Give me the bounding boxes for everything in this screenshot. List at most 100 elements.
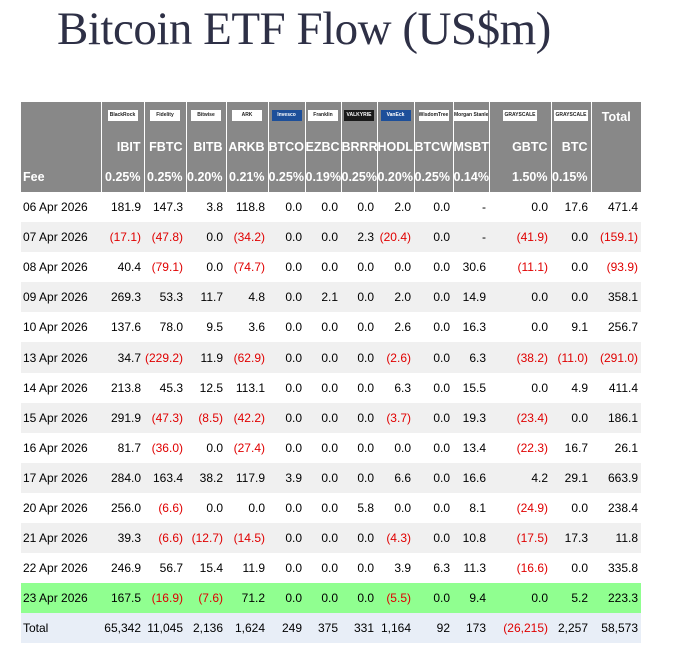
flow-cell: 0.0 [414,222,453,253]
flow-cell: 0.0 [305,492,341,524]
flow-cell: 471.4 [591,192,641,223]
flow-cell: 0.0 [341,523,377,554]
issuer-logo-hodl: VanEck [377,102,415,132]
flow-cell: 0.0 [226,492,268,524]
flow-cell: 15.5 [453,372,489,403]
total-cell: 65,342 [101,613,144,644]
flow-rows: 06 Apr 2026 181.9 147.3 3.8 118.8 0.0 0.0 0.0 2.… [21,192,641,644]
flow-cell: 17.6 [551,192,591,223]
flow-cell: - [453,222,489,253]
flow-cell: 0.0 [551,252,591,283]
flow-cell: 0.0 [305,372,341,403]
flow-cell: 0.0 [414,523,453,554]
flow-cell: 2.3 [341,222,377,253]
flow-cell: 291.9 [101,402,144,433]
fee-hodl: 0.20% [377,162,415,192]
ticker-header-msbt: MSBT [453,132,490,162]
flow-cell: 0.0 [268,553,305,584]
issuer-logo-icon: VALKYRIE [344,110,374,121]
flow-cell: 0.0 [268,252,305,283]
flow-cell: 0.0 [305,222,341,253]
flow-cell: (14.5) [226,523,268,554]
row-date: 14 Apr 2026 [21,372,101,403]
flow-cell: 2.0 [377,192,414,223]
flow-cell: 0.0 [489,282,551,313]
issuer-logo-btcw: WisdomTree [414,102,454,132]
flow-cell: 335.8 [591,553,641,584]
flow-cell: (5.5) [377,583,414,614]
flow-cell: 238.4 [591,492,641,524]
flow-cell: 38.2 [186,462,226,493]
flow-cell: 0.0 [414,252,453,283]
flow-cell: 0.0 [551,553,591,584]
flow-cell: 0.0 [305,523,341,554]
flow-cell: 246.9 [101,553,144,584]
table-row: 10 Apr 2026 137.6 78.0 9.5 3.6 0.0 0.0 0.0 2.6 0.… [21,312,641,343]
flow-cell: 4.8 [226,282,268,313]
table-row: 14 Apr 2026 213.8 45.3 12.5 113.1 0.0 0.0 0.0 6.… [21,372,641,403]
flow-cell: 0.0 [489,192,551,223]
ticker-row: IBIT FBTC BITB ARKB BTCO EZBC BRRR HODL BTCW MSBT… [21,132,641,162]
flow-cell: 0.0 [268,282,305,313]
flow-cell: 0.0 [489,583,551,614]
row-date: 22 Apr 2026 [21,553,101,584]
flow-cell: 0.0 [414,372,453,403]
total-cell: 2,257 [551,613,591,644]
flow-cell: 11.9 [226,553,268,584]
flow-cell: (62.9) [226,342,268,373]
flow-cell: 358.1 [591,282,641,313]
row-date: 09 Apr 2026 [21,282,101,313]
flow-cell: 34.7 [101,342,144,373]
flow-cell: 3.9 [268,462,305,493]
issuer-logo-ibit: BlackRock [101,102,145,132]
flow-cell: 223.3 [591,583,641,614]
flow-cell: 0.0 [414,432,453,463]
fee-gbtc: 1.50% [489,162,552,192]
flow-cell: 0.0 [489,372,551,403]
etf-flow-table: BlackRock Fidelity Bitwise ARK Invesco Frankl… [21,102,641,644]
issuer-logo-icon: Franklin [308,110,338,121]
flow-cell: 0.0 [414,402,453,433]
flow-cell: 663.9 [591,462,641,493]
flow-cell: 163.4 [144,462,186,493]
flow-cell: (42.2) [226,402,268,433]
flow-cell: 0.0 [305,553,341,584]
fee-btc: 0.15% [551,162,592,192]
flow-cell: (3.7) [377,402,414,433]
flow-cell: (12.7) [186,523,226,554]
flow-cell: (20.4) [377,222,414,253]
flow-cell: 0.0 [377,432,414,463]
total-cell: 375 [305,613,341,644]
issuer-logo-brrr: VALKYRIE [341,102,378,132]
flow-cell: 0.0 [305,252,341,283]
flow-cell: 0.0 [305,432,341,463]
row-date: 16 Apr 2026 [21,432,101,463]
table-row: 07 Apr 2026 (17.1) (47.8) 0.0 (34.2) 0.0 0.0 2.… [21,222,641,253]
flow-cell: (229.2) [144,342,186,373]
flow-cell: 15.4 [186,553,226,584]
table-row: 16 Apr 2026 81.7 (36.0) 0.0 (27.4) 0.0 0.0 0.0 0… [21,432,641,463]
total-cell: 331 [341,613,377,644]
totals-label: Total [21,613,101,644]
flow-cell: 5.8 [341,492,377,524]
flow-cell: (17.1) [101,222,144,253]
flow-cell: 11.3 [453,553,489,584]
flow-cell: (7.6) [186,583,226,614]
total-cell: 11,045 [144,613,186,644]
total-header: Total [591,102,641,132]
total-cell: 58,573 [591,613,641,644]
flow-cell: 0.0 [305,342,341,373]
row-date: 23 Apr 2026 [21,583,101,614]
row-date: 20 Apr 2026 [21,492,101,524]
flow-cell: (41.9) [489,222,551,253]
flow-cell: 4.9 [551,372,591,403]
flow-cell: 16.6 [453,462,489,493]
flow-cell: 56.7 [144,553,186,584]
flow-cell: (291.0) [591,342,641,373]
flow-cell: (16.6) [489,553,551,584]
row-date: 10 Apr 2026 [21,312,101,343]
flow-cell: 13.4 [453,432,489,463]
fee-fbtc: 0.25% [144,162,187,192]
fee-label: Fee [21,162,102,192]
issuer-logo-icon: GRAYSCALE [554,110,588,121]
